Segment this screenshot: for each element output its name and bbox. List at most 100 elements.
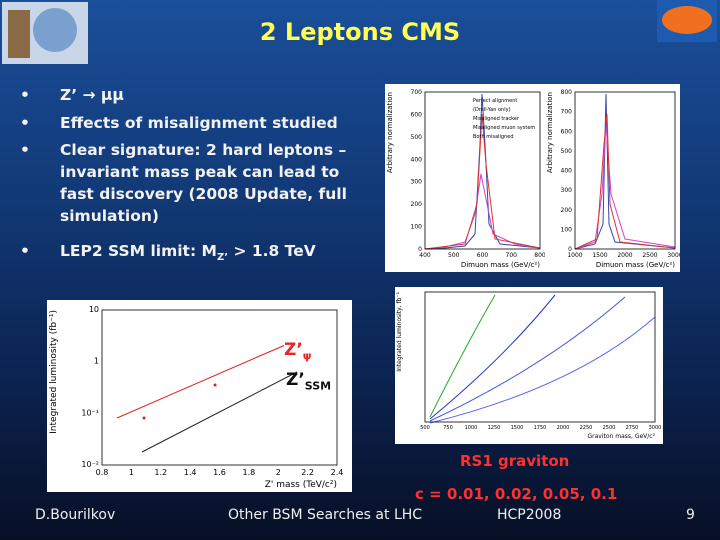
footer-author: D.Bourilkov xyxy=(35,507,116,523)
text: Z’ xyxy=(284,340,303,360)
plot-frame xyxy=(101,309,338,466)
y-axis-label: Arbitrary normalization xyxy=(386,92,394,173)
y-tick-label: 10⁻¹ xyxy=(81,408,99,417)
bullet: • Clear signature: 2 hard leptons – inva… xyxy=(20,141,347,225)
x-tick-label: 400 xyxy=(419,252,431,259)
y-axis-label: Integrated luminosity, fb⁻¹ xyxy=(396,291,403,371)
x-tick-label: 500 xyxy=(448,252,460,259)
x-tick-label: 2250 xyxy=(580,425,593,431)
y-tick-label: 0 xyxy=(568,246,572,253)
x-tick-label: 1000 xyxy=(465,425,478,431)
x-tick-label: 700 xyxy=(506,252,518,259)
x-tick-label: 1 xyxy=(129,468,134,477)
x-tick-label: 1.8 xyxy=(243,468,256,477)
y-tick-label: 300 xyxy=(561,187,573,194)
y-tick-label: 300 xyxy=(411,179,423,186)
curve-label: Z’ψ xyxy=(284,340,312,363)
x-tick-label: 3000 xyxy=(649,425,662,431)
x-tick-label: 3000 xyxy=(667,252,680,259)
x-tick-label: 1500 xyxy=(592,252,607,259)
x-tick-label: 800 xyxy=(534,252,545,259)
x-axis-label: Graviton mass, GeV/c² xyxy=(587,433,655,440)
y-tick-label: 400 xyxy=(411,156,423,163)
y-tick-label: 400 xyxy=(561,168,573,175)
y-tick-label: 100 xyxy=(561,226,573,233)
bullet-text: Clear signature: 2 hard leptons – xyxy=(60,141,347,159)
figure: 0 100 200 300 400 500 600 700 400 500 600 700 800 Dim… xyxy=(385,84,545,272)
x-tick-label: 2500 xyxy=(642,252,657,259)
bullet: • Effects of misalignment studied xyxy=(20,114,338,132)
x-tick-label: 1500 xyxy=(511,425,524,431)
y-tick-label: 700 xyxy=(561,109,573,116)
x-tick-label: 1000 xyxy=(567,252,582,259)
plot-frame xyxy=(424,291,656,423)
legend-entry: Both misaligned xyxy=(473,134,514,140)
y-axis-label: Integrated luminosity (fb⁻¹) xyxy=(49,310,59,434)
x-tick-label: 2000 xyxy=(617,252,632,259)
y-tick-label: 0 xyxy=(418,246,422,253)
title: 2 Leptons CMS xyxy=(259,18,461,46)
x-tick-label: 1750 xyxy=(534,425,547,431)
x-tick-label: 2.4 xyxy=(331,468,344,477)
text: Z’ xyxy=(286,370,305,390)
page-number: 9 xyxy=(686,507,695,523)
x-tick-label: 750 xyxy=(443,425,453,431)
x-tick-label: 500 xyxy=(420,425,430,431)
x-axis-label: Z' mass (TeV/c²) xyxy=(265,480,337,490)
bullet-text: Z’ → μμ xyxy=(60,86,124,104)
bullet-text: invariant mass peak can lead to xyxy=(60,163,340,181)
subscript: ψ xyxy=(302,349,312,363)
x-tick-label: 600 xyxy=(477,252,489,259)
y-tick-label: 200 xyxy=(561,207,573,214)
x-tick-label: 2.2 xyxy=(301,468,314,477)
x-tick-label: 0.8 xyxy=(96,468,109,477)
bullet-text: LEP2 SSM limit: MZ’ > 1.8 TeV xyxy=(60,240,316,269)
bullet-text: fast discovery (2008 Update, full xyxy=(60,185,347,203)
subscript: SSM xyxy=(304,379,332,393)
y-tick-label: 600 xyxy=(411,111,423,118)
plot-frame xyxy=(574,91,676,250)
footer-conference: HCP2008 xyxy=(497,507,562,523)
curve-label: Z’SSM xyxy=(286,370,331,392)
footer-talk: Other BSM Searches at LHC xyxy=(228,507,423,523)
legend-entry: Misaligned muon system xyxy=(473,125,535,131)
subscript: Z’ xyxy=(216,252,229,264)
text: > 1.8 TeV xyxy=(228,242,316,260)
bullet: • Z’ → μμ xyxy=(20,86,124,104)
figure: 0 100 200 300 400 500 600 700 800 1000 1500 2000 250… xyxy=(545,84,680,272)
legend-entry: (Drell-Yan only) xyxy=(473,107,511,113)
y-tick-label: 1 xyxy=(94,357,99,366)
y-tick-label: 200 xyxy=(411,201,423,208)
x-tick-label: 1250 xyxy=(488,425,501,431)
y-tick-label: 500 xyxy=(411,134,423,141)
x-tick-label: 2 xyxy=(276,468,281,477)
x-axis-label: Dimuon mass (GeV/c²) xyxy=(461,261,540,269)
bullet: • LEP2 SSM limit: MZ’ > 1.8 TeV xyxy=(20,240,380,263)
caption: RS1 graviton xyxy=(460,452,570,470)
y-tick-label: 10 xyxy=(89,305,99,314)
legend-entry: Perfect alignment xyxy=(473,98,517,104)
y-tick-label: 500 xyxy=(561,148,573,155)
logo-left xyxy=(2,2,88,64)
figure: 500 750 1000 1250 1500 1750 2000 2250 2500 2750 30… xyxy=(395,287,663,444)
figure: 10⁻² 10⁻¹ 1 10 0.8 1 1.2 1.4 1.6 1.8 2 2.2 2.4 Z' mas… xyxy=(47,300,352,492)
x-axis-label: Dimuon mass (GeV/c²) xyxy=(596,261,675,269)
caption: c = 0.01, 0.02, 0.05, 0.1 xyxy=(415,485,618,503)
y-axis-label: Arbitrary normalization xyxy=(546,92,554,173)
plot-frame xyxy=(424,91,541,250)
logo-right xyxy=(657,0,717,42)
x-tick-label: 1.6 xyxy=(213,468,226,477)
x-tick-label: 1.4 xyxy=(184,468,197,477)
x-tick-label: 1.2 xyxy=(154,468,167,477)
y-tick-label: 800 xyxy=(561,89,573,96)
y-tick-label: 600 xyxy=(561,128,573,135)
y-tick-label: 700 xyxy=(411,89,423,96)
bullet-text: simulation) xyxy=(60,207,159,225)
y-tick-label: 100 xyxy=(411,224,423,231)
bullet-text: Effects of misalignment studied xyxy=(60,114,338,132)
x-tick-label: 2000 xyxy=(557,425,570,431)
x-tick-label: 2500 xyxy=(603,425,616,431)
legend-entry: Misaligned tracker xyxy=(473,116,520,122)
x-tick-label: 2750 xyxy=(626,425,639,431)
